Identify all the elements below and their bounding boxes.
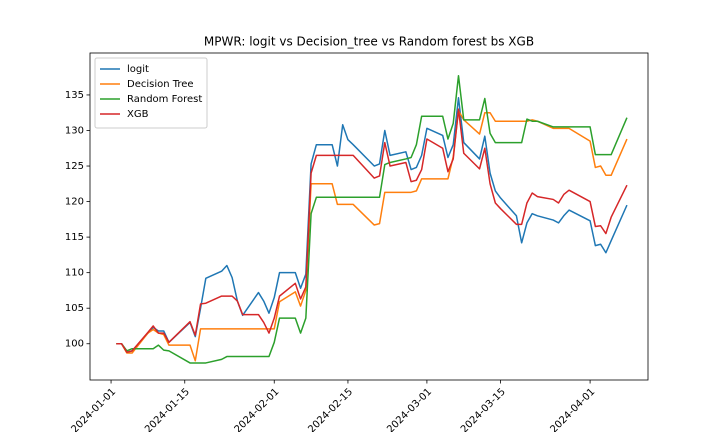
legend-label: logit xyxy=(127,64,149,75)
y-tick-label: 110 xyxy=(65,268,84,279)
y-tick-label: 135 xyxy=(65,90,84,101)
y-tick-label: 105 xyxy=(65,303,84,314)
y-tick-label: 115 xyxy=(65,232,84,243)
y-tick-label: 125 xyxy=(65,161,84,172)
legend-frame xyxy=(94,57,208,129)
y-tick-label: 120 xyxy=(65,197,84,208)
series-line xyxy=(116,108,628,354)
y-tick-label: 130 xyxy=(65,125,84,136)
legend-label: XGB xyxy=(127,109,149,120)
legend-label: Random Forest xyxy=(127,94,202,105)
legend: logit Decision Tree Random Forest XGB xyxy=(94,57,208,129)
series-line xyxy=(116,109,628,362)
series-line xyxy=(116,75,628,364)
plot-frame xyxy=(89,52,649,381)
chart-title: MPWR: logit vs Decision_tree vs Random f… xyxy=(204,35,534,49)
legend-label: Decision Tree xyxy=(127,79,194,90)
y-tick-label: 100 xyxy=(65,339,84,350)
